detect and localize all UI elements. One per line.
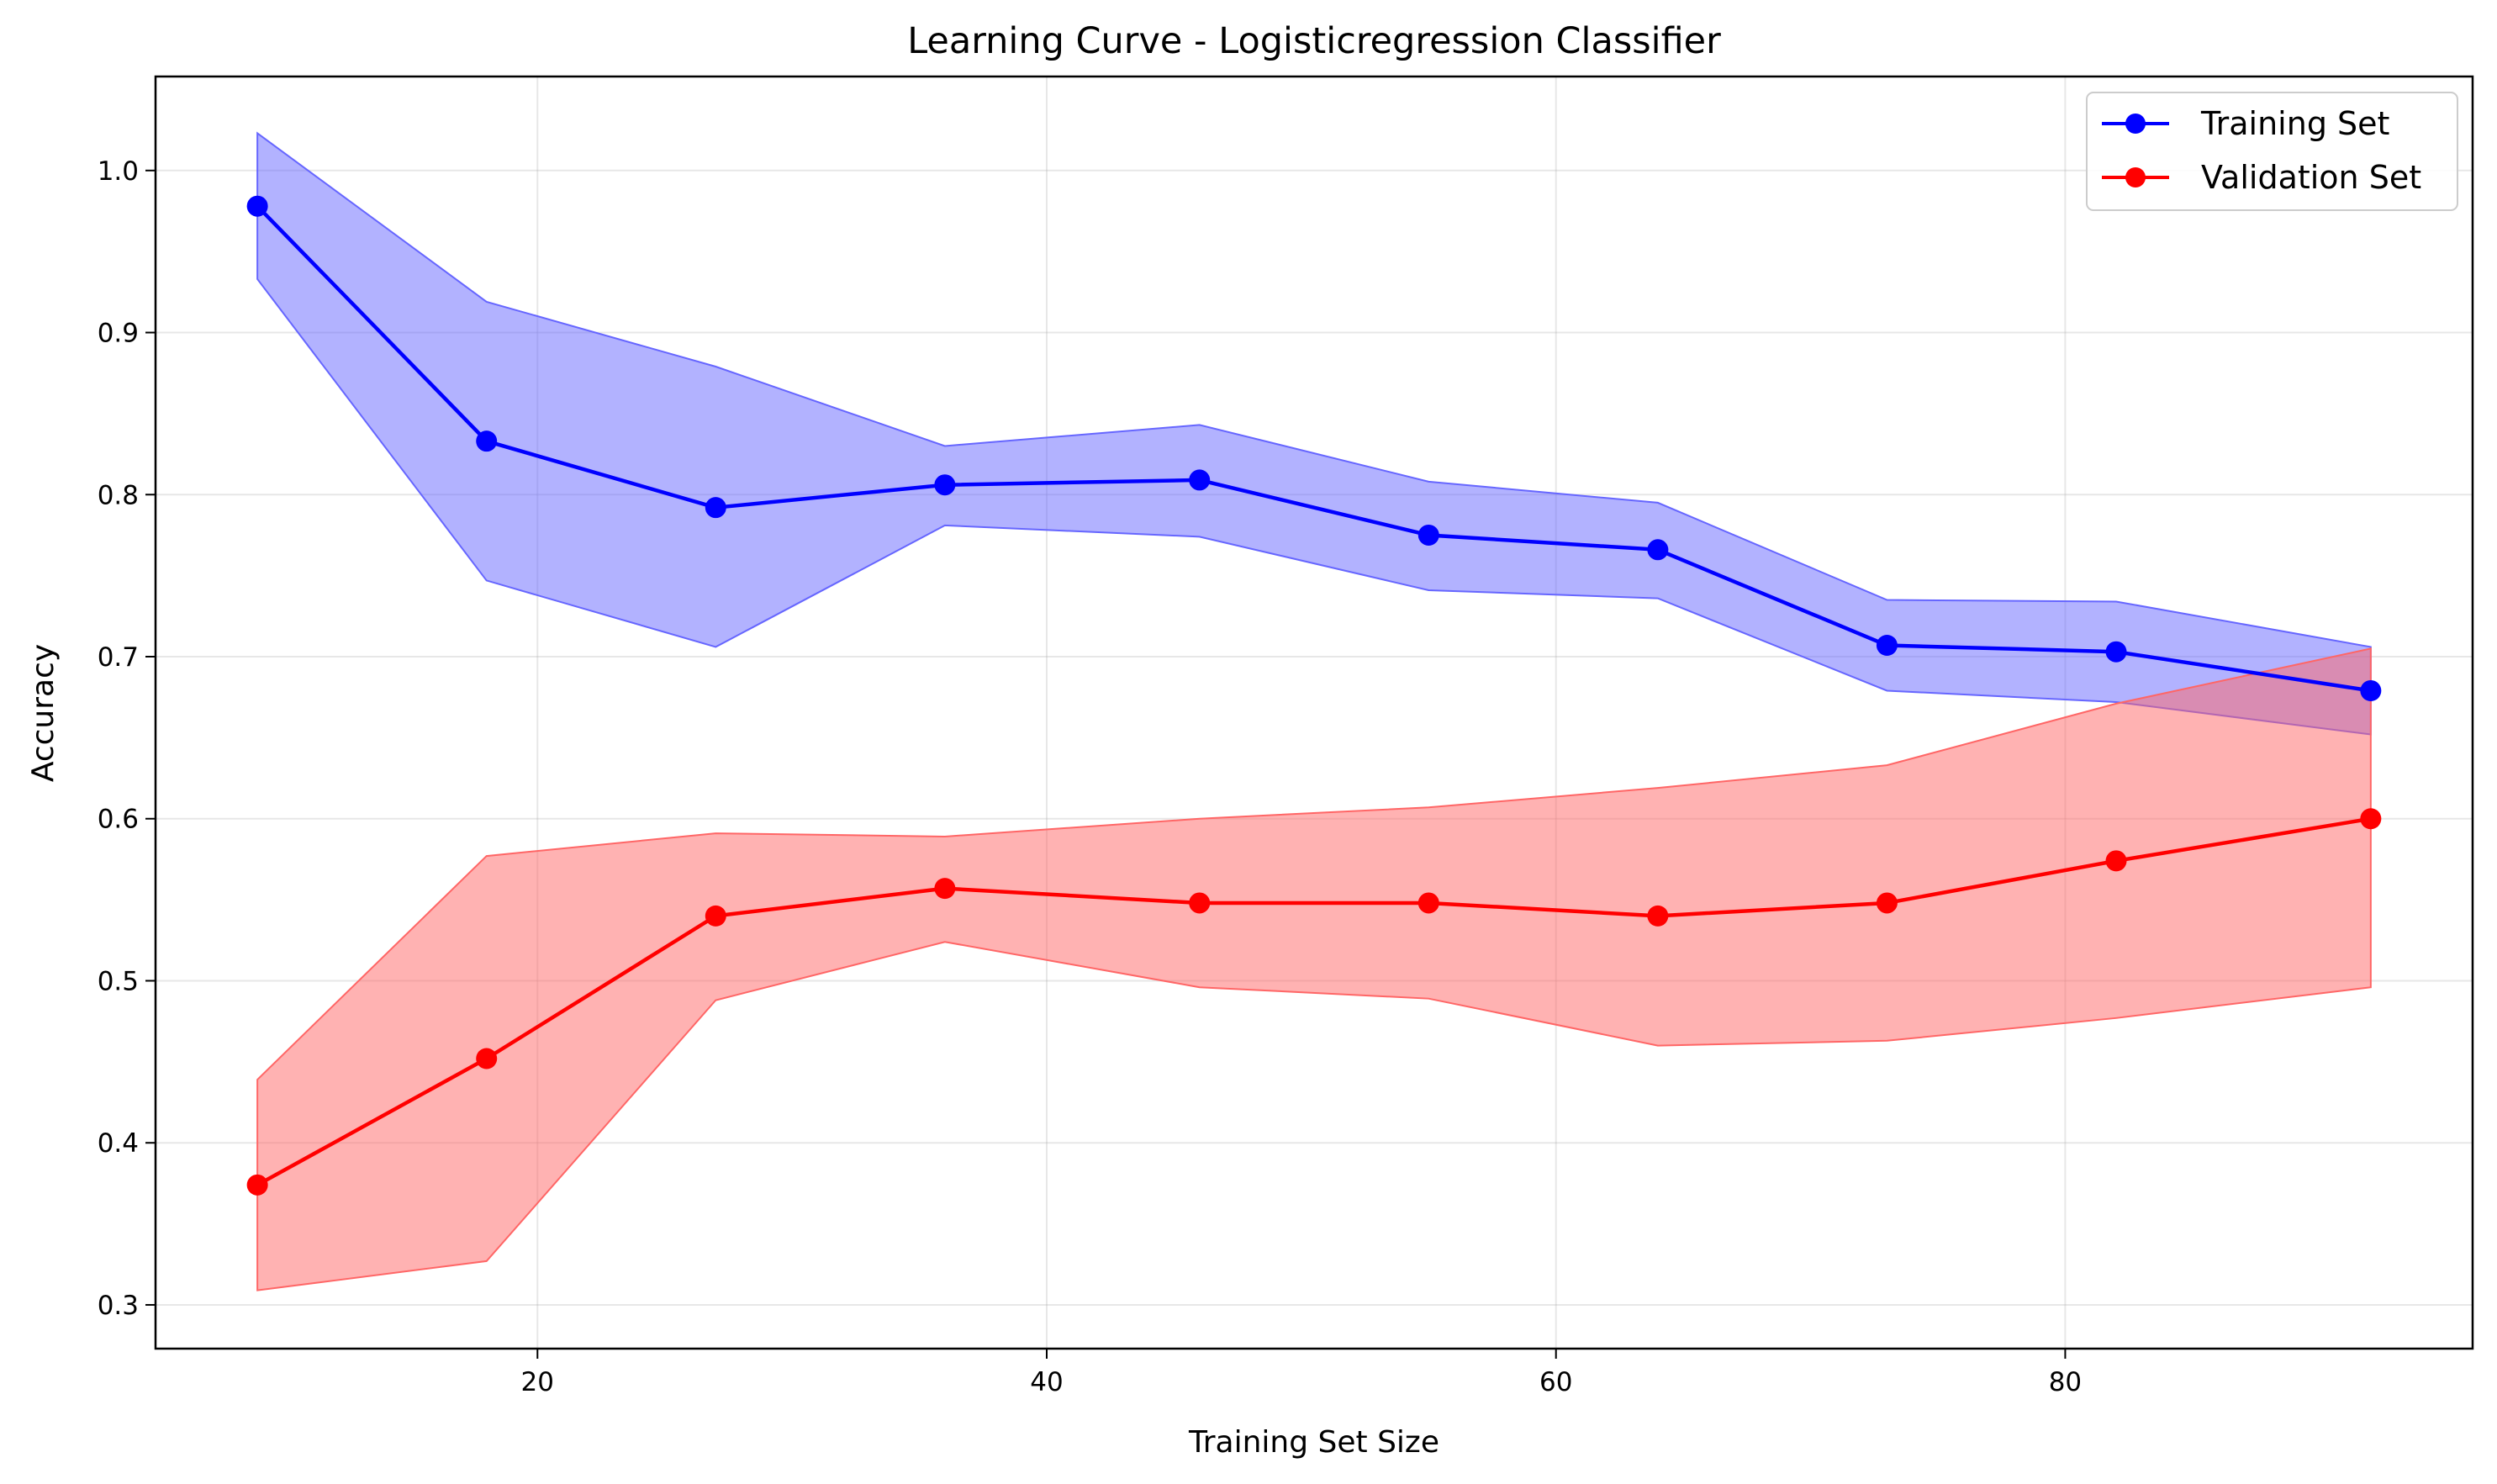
- y-tick-label: 0.6: [98, 805, 139, 835]
- legend-box: [2086, 92, 2458, 211]
- x-axis-title: Training Set Size: [1188, 1425, 1439, 1460]
- series-markers: [246, 195, 2382, 1196]
- legend-entry-validation: Validation Set: [2102, 159, 2421, 196]
- data-point-validation: [1417, 892, 1439, 914]
- y-tick-label: 0.4: [98, 1128, 139, 1159]
- y-tick-label: 0.7: [98, 642, 139, 673]
- y-tick-label: 0.9: [98, 319, 139, 349]
- legend-label-validation: Validation Set: [2201, 159, 2421, 196]
- x-tick-label: 40: [1030, 1367, 1063, 1397]
- data-point-validation: [934, 878, 956, 900]
- data-point-training: [1189, 469, 1211, 491]
- data-point-training: [1876, 635, 1898, 657]
- y-tick-label: 0.3: [98, 1291, 139, 1321]
- data-point-training: [1417, 524, 1439, 546]
- legend-marker-training: [2125, 114, 2146, 134]
- data-point-training: [476, 430, 498, 452]
- plot-frame: [154, 75, 2474, 1350]
- data-point-training: [246, 195, 268, 217]
- data-point-training: [2105, 641, 2127, 663]
- data-point-validation: [2105, 850, 2127, 872]
- data-point-training: [1647, 539, 1669, 561]
- data-point-validation: [476, 1048, 498, 1069]
- chart-title: Learning Curve - Logisticregression Clas…: [907, 20, 1721, 62]
- data-point-validation: [246, 1174, 268, 1196]
- series-line-training: [256, 204, 2372, 693]
- series-lines: [256, 204, 2372, 1187]
- confidence-band-validation: [256, 647, 2372, 1291]
- x-tick-label: 80: [2049, 1367, 2082, 1397]
- series-line-validation: [256, 816, 2372, 1187]
- data-point-training: [934, 474, 956, 496]
- x-tick-label: 20: [521, 1367, 554, 1397]
- data-point-validation: [2360, 808, 2382, 830]
- legend-marker-validation: [2125, 167, 2146, 187]
- data-point-training: [705, 497, 726, 519]
- confidence-bands: [256, 131, 2372, 1291]
- legend-label-training: Training Set: [2200, 105, 2389, 142]
- legend: Training Set Validation Set: [2086, 92, 2458, 211]
- y-tick-label: 0.5: [98, 966, 139, 996]
- data-point-validation: [705, 905, 726, 927]
- data-point-validation: [1189, 892, 1211, 914]
- y-axis-title: Accuracy: [26, 644, 61, 782]
- axis-ticks: 20 40 60 80 0.3 0.4 0.5 0.6 0.7 0.8 0.9 1.0: [98, 156, 2082, 1397]
- y-tick-label: 0.8: [98, 480, 139, 510]
- x-tick-label: 60: [1539, 1367, 1572, 1397]
- data-point-training: [2360, 679, 2382, 701]
- data-point-validation: [1647, 905, 1669, 927]
- data-point-validation: [1876, 892, 1898, 914]
- y-tick-label: 1.0: [98, 156, 139, 187]
- legend-entry-training: Training Set: [2102, 105, 2389, 142]
